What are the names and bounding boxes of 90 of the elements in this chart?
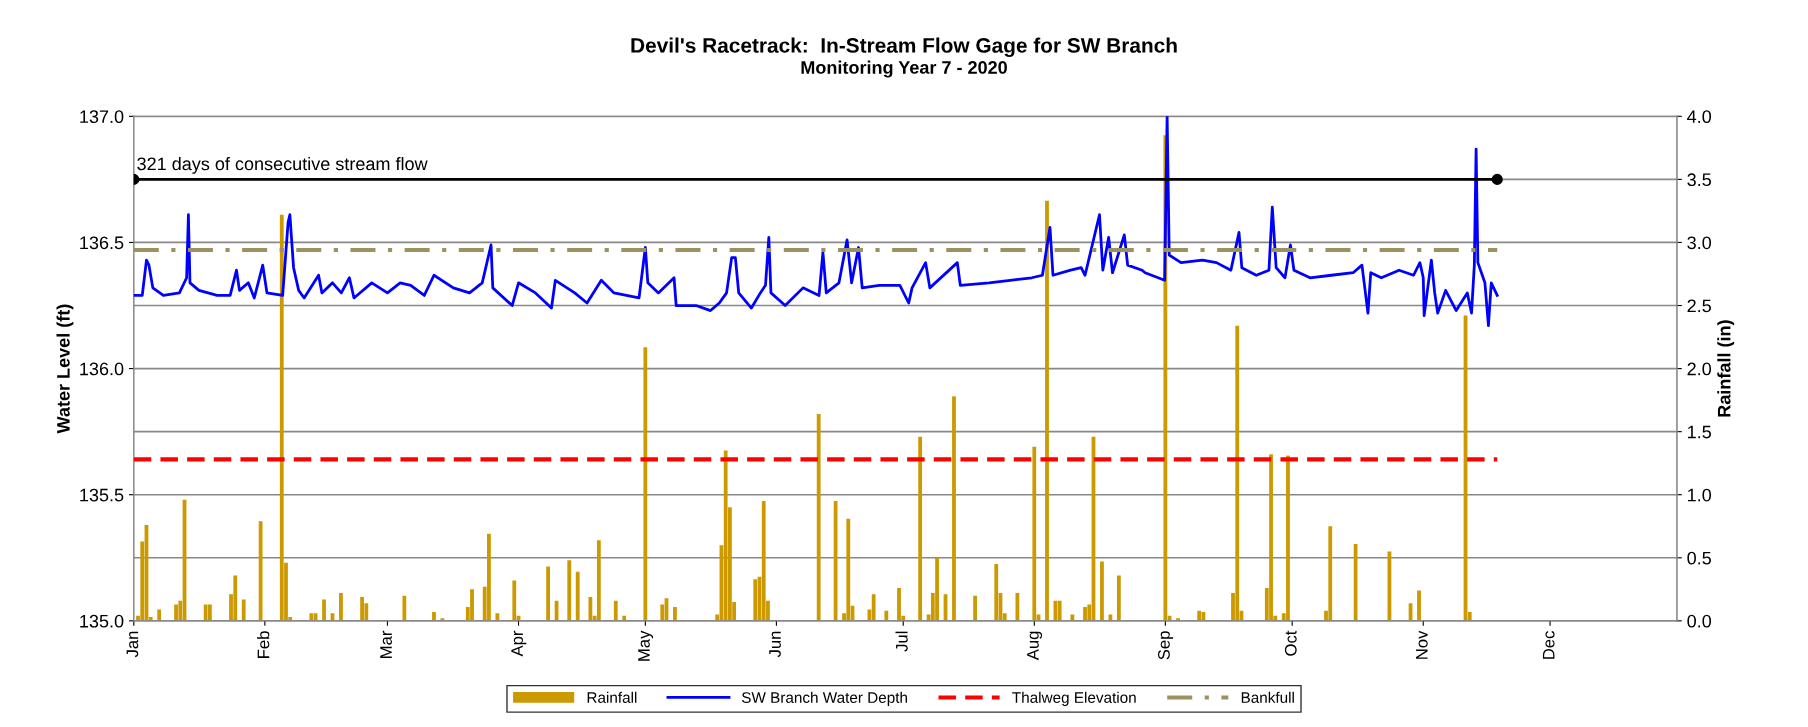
legend-label: Thalweg Elevation: [1012, 691, 1136, 706]
y-tick-label: 136.0: [80, 362, 124, 376]
bar: [871, 594, 876, 621]
bar: [1032, 446, 1037, 621]
bar: [495, 613, 500, 621]
y2-tick-label: 0.0: [1687, 614, 1712, 628]
bar: [402, 595, 407, 621]
bar: [157, 609, 162, 621]
bar: [1015, 593, 1020, 621]
y2-tick-label: 1.0: [1688, 488, 1712, 502]
bar: [833, 501, 838, 621]
x-tick-label: May: [638, 630, 654, 661]
annotation: 321 days of consecutive stream flow: [137, 157, 428, 174]
bar: [207, 604, 212, 621]
bar: [761, 501, 766, 621]
y2-tick-label: 2.0: [1687, 362, 1712, 376]
bar: [918, 436, 923, 621]
bar: [935, 557, 939, 621]
bar: [470, 589, 474, 621]
x-tick-label: Aug: [1027, 631, 1043, 661]
bar: [174, 604, 178, 621]
bar: [1083, 606, 1087, 621]
bar: [1269, 454, 1273, 621]
bar: [897, 588, 901, 621]
bar: [487, 533, 491, 621]
bar: [673, 606, 677, 621]
bar: [1045, 200, 1049, 621]
y-axis-title: Water Level (ft): [56, 304, 74, 434]
y2-tick-label: 2.5: [1687, 299, 1711, 313]
bar: [1417, 590, 1421, 621]
legend-label: SW Branch Water Depth: [741, 691, 907, 706]
x-tick-label: Jun: [769, 631, 781, 658]
bar: [567, 560, 572, 621]
y2-axis-title: Rainfall (in): [1717, 320, 1735, 417]
bar: [952, 396, 956, 621]
bar: [360, 596, 364, 621]
bar: [613, 600, 618, 621]
bar: [588, 596, 593, 621]
bar: [258, 521, 263, 621]
bar: [816, 414, 821, 621]
bar: [309, 613, 314, 621]
bar: [1057, 600, 1062, 621]
legend-label: Rainfall: [587, 691, 637, 703]
bar: [241, 599, 246, 621]
bar: [973, 595, 978, 621]
bar: [643, 347, 648, 621]
x-tick-label: Jan: [126, 631, 139, 658]
x-tick-label: Sep: [1158, 631, 1174, 660]
x-tick-label: Dec: [1542, 631, 1555, 659]
y2-tick-label: 3.5: [1687, 173, 1711, 187]
bar: [1235, 325, 1240, 621]
x-tick-label: Jul: [895, 631, 908, 652]
bar: [1353, 543, 1358, 621]
bar: [1116, 575, 1121, 621]
chart-subtitle: Monitoring Year 7 - 2020: [801, 60, 1007, 78]
y-tick-label: 136.5: [80, 236, 124, 250]
y-tick-label: 135.5: [80, 488, 124, 502]
line-series: [133, 116, 1499, 328]
bar: [1100, 561, 1104, 621]
x-tick-label: Feb: [257, 631, 270, 658]
x-tick-label: Apr: [511, 630, 527, 657]
bar: [339, 593, 343, 621]
bar: [432, 612, 436, 621]
bar: [753, 579, 758, 621]
bar: [546, 566, 551, 621]
y-tick-label: 135.0: [80, 614, 124, 628]
bar: [723, 450, 728, 621]
y-tick-label: 137.0: [80, 110, 124, 124]
bar: [884, 610, 889, 621]
bar: [596, 540, 601, 621]
x-tick-label: Mar: [380, 630, 392, 658]
bar: [279, 214, 284, 621]
bar: [1328, 526, 1333, 621]
legend-label: Bankfull: [1241, 691, 1294, 703]
chart-title: Devil's Racetrack: In-Stream Flow Gage for SW Branch: [631, 37, 1177, 58]
y2-tick-label: 3.0: [1687, 236, 1712, 250]
y2-tick-label: 1.5: [1688, 425, 1711, 439]
y2-tick-label: 0.5: [1687, 551, 1711, 565]
bar: [1286, 455, 1290, 621]
bar: [233, 575, 238, 621]
bar: [322, 599, 326, 621]
y2-tick-label: 4.0: [1687, 110, 1712, 124]
bar: [994, 564, 999, 621]
x-tick-label: Oct: [1284, 630, 1297, 656]
bar: [575, 571, 580, 621]
bar: [1197, 610, 1202, 621]
bar: [203, 604, 208, 621]
bar: [512, 580, 517, 621]
bar: [846, 518, 851, 621]
x-tick-label: Nov: [1416, 630, 1428, 659]
